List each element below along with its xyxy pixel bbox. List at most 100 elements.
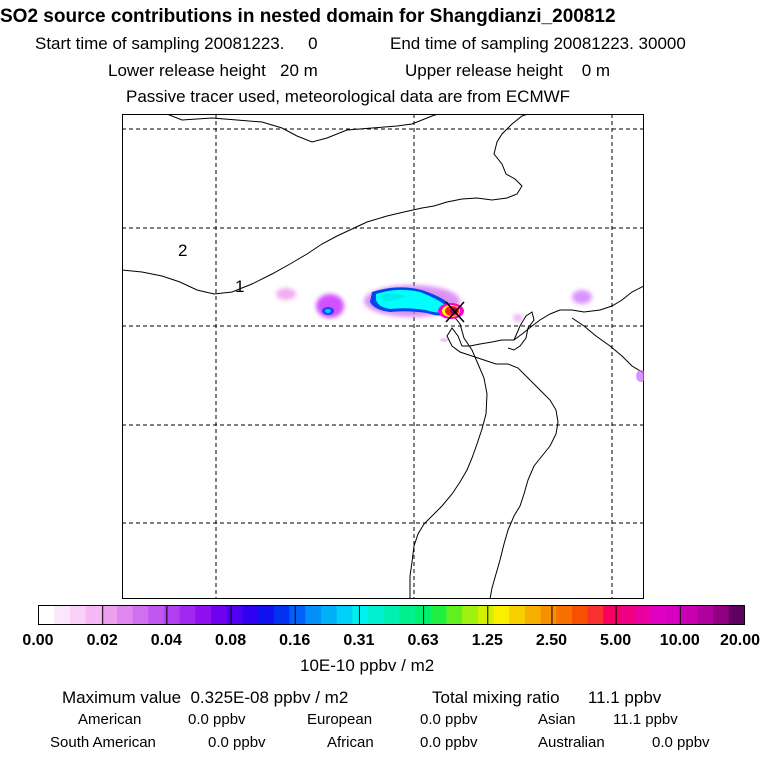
colorbar-cell — [69, 605, 86, 625]
colorbar-cell — [132, 605, 149, 625]
colorbar-cell — [493, 605, 510, 625]
boundaries — [122, 114, 644, 599]
colorbar-tick-label: 0.08 — [214, 632, 247, 649]
colorbar-cell — [195, 605, 212, 625]
x-marker-icon — [445, 301, 465, 323]
colorbar-cell — [179, 605, 196, 625]
european-value: 0.0 ppbv — [420, 711, 478, 728]
colorbar-cell — [242, 605, 259, 625]
colorbar-tick-label: 0.31 — [343, 632, 375, 649]
colorbar-unit: 10E-10 ppbv / m2 — [300, 656, 435, 675]
colorbar-cell — [524, 605, 541, 625]
colorbar-cell — [164, 605, 181, 625]
colorbar-cell — [713, 605, 730, 625]
total-mixing-label: Total mixing ratio 11.1 ppbv — [432, 688, 662, 707]
colorbar-cell — [540, 605, 557, 625]
border-line — [166, 114, 439, 143]
lower-release-label: Lower release height 20 m — [108, 61, 318, 80]
colorbar-cell — [101, 605, 118, 625]
african-label: African — [327, 734, 374, 751]
australian-value: 0.0 ppbv — [652, 734, 710, 751]
colorbar-cell — [226, 605, 243, 625]
asian-label: Asian — [538, 711, 576, 728]
south-american-value: 0.0 ppbv — [208, 734, 266, 751]
colorbar-cell — [666, 605, 683, 625]
colorbar-frame — [38, 605, 745, 625]
colorbar-cell — [305, 605, 322, 625]
colorbar-cell — [446, 605, 463, 625]
colorbar-cell — [634, 605, 651, 625]
colorbar-cell — [320, 605, 337, 625]
border-line — [122, 114, 529, 295]
american-label: American — [78, 711, 142, 728]
colorbar-cell — [85, 605, 102, 625]
colorbar-cell — [54, 605, 71, 625]
plume-patch — [276, 288, 296, 300]
region-label-1: 1 — [235, 277, 244, 296]
tracer-plume — [276, 285, 644, 382]
colorbar-cell — [618, 605, 636, 625]
colorbar-cell — [336, 605, 353, 625]
colorbar-cell — [415, 605, 432, 625]
colorbar-tick-label: 0.63 — [407, 632, 439, 649]
lat-lon-grid — [122, 114, 644, 599]
coastline — [507, 311, 535, 351]
south-american-label: South American — [50, 734, 156, 751]
colorbar-tick-label: 10.00 — [659, 632, 700, 649]
european-label: European — [307, 711, 373, 728]
plume-patch — [440, 338, 448, 342]
plume-patch — [513, 314, 523, 322]
colorbar-cell — [728, 605, 745, 625]
colorbar-cell — [697, 605, 714, 625]
marker-stroke — [445, 301, 465, 323]
colorbar — [38, 605, 745, 625]
colorbar-cell — [273, 605, 290, 625]
australian-label: Australian — [538, 734, 605, 751]
colorbar-cell — [587, 605, 604, 625]
colorbar-cell — [571, 605, 589, 625]
colorbar-cell — [352, 605, 369, 625]
coastline — [446, 285, 644, 599]
tracer-note: Passive tracer used, meteorological data… — [126, 87, 571, 106]
colorbar-cell — [650, 605, 667, 625]
colorbar-tick-label: 0.04 — [150, 632, 182, 649]
region-label-2: 2 — [178, 241, 187, 260]
plume-patch — [636, 370, 644, 382]
plume-patch — [572, 290, 592, 304]
colorbar-cell — [258, 605, 275, 625]
african-value: 0.0 ppbv — [420, 734, 478, 751]
colorbar-cell — [367, 605, 385, 625]
map-panel: 2 1 — [122, 114, 644, 599]
colorbar-cell — [603, 605, 620, 625]
colorbar-cell — [477, 605, 494, 625]
colorbar-cell — [509, 605, 526, 625]
colorbar-cell — [383, 605, 400, 625]
plume-core — [380, 293, 406, 302]
colorbar-tick-label: 0.00 — [22, 632, 54, 649]
colorbar-tick-label: 1.25 — [471, 632, 503, 649]
asian-value: 11.1 ppbv — [613, 711, 678, 728]
page-title: SO2 source contributions in nested domai… — [0, 6, 616, 27]
end-time-label: End time of sampling 20081223. 30000 — [390, 34, 686, 53]
colorbar-cell — [462, 605, 479, 625]
upper-release-label: Upper release height 0 m — [405, 61, 611, 80]
american-value: 0.0 ppbv — [188, 711, 246, 728]
map-frame — [122, 114, 644, 599]
colorbar-cell — [556, 605, 573, 625]
colorbar-cell — [116, 605, 134, 625]
colorbar-cell — [399, 605, 416, 625]
colorbar-cell — [38, 605, 55, 625]
colorbar-tick-label: 2.50 — [535, 632, 568, 649]
colorbar-cell — [211, 605, 228, 625]
colorbar-tick-label: 20.00 — [719, 632, 761, 649]
colorbar-cell — [289, 605, 306, 625]
colorbar-cell — [430, 605, 447, 625]
colorbar-cell — [148, 605, 165, 625]
colorbar-cell — [681, 605, 698, 625]
colorbar-tick-label: 0.02 — [86, 632, 118, 649]
start-time-label: Start time of sampling 20081223. 0 — [35, 34, 318, 53]
plume-patch — [325, 309, 331, 313]
max-value-label: Maximum value 0.325E-08 ppbv / m2 — [62, 688, 349, 707]
colorbar-tick-label: 5.00 — [600, 632, 632, 649]
colorbar-tick-label: 0.16 — [279, 632, 311, 649]
